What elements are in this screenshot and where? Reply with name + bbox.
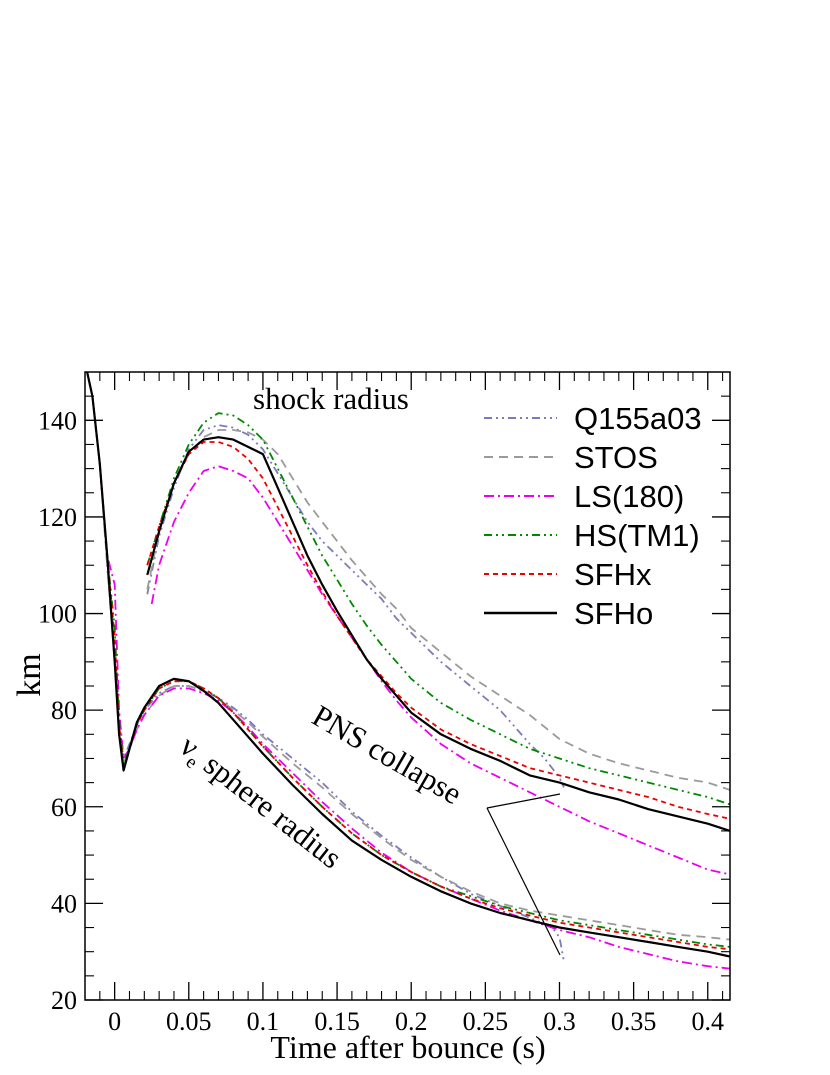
curves-layer — [85, 372, 730, 970]
legend-label: LS(180) — [574, 479, 684, 514]
y-tick-label: 80 — [51, 696, 77, 725]
x-tick-label: 0.1 — [247, 1007, 280, 1036]
legend-label: SFHx — [574, 557, 652, 592]
series-1-nu-line — [86, 372, 730, 941]
y-tick-label: 40 — [51, 889, 77, 918]
y-tick-label: 20 — [51, 986, 77, 1015]
pns-pointer-upper — [486, 793, 561, 809]
legend-label: HS(TM1) — [574, 518, 700, 553]
series-1-shock-line — [146, 429, 730, 791]
x-tick-label: 0.25 — [463, 1007, 509, 1036]
y-tick-label: 120 — [38, 503, 77, 532]
y-tick-label: 100 — [38, 600, 77, 629]
x-tick-label: 0.35 — [611, 1007, 657, 1036]
x-tick-label: 0.05 — [166, 1007, 212, 1036]
x-tick-label: 0 — [108, 1007, 121, 1036]
x-axis-label: Time after bounce (s) — [270, 1029, 545, 1065]
legend: Q155a03 STOS LS(180) HS(TM1) SFHx SFHo — [484, 401, 702, 631]
series-4-nu-line — [86, 372, 730, 951]
series-5-nu-line — [85, 372, 730, 958]
legend-label: Q155a03 — [574, 401, 702, 436]
series-2-nu-line — [86, 372, 730, 970]
series-3-shock-line — [146, 412, 730, 806]
plot-frame — [84, 371, 731, 1001]
legend-label: SFHo — [574, 596, 653, 631]
legend-label: STOS — [574, 440, 658, 475]
series-0-shock-line — [146, 424, 565, 788]
y-tick-label: 60 — [51, 793, 77, 822]
pns-pointer-lower — [486, 807, 561, 956]
series-5-shock-line — [146, 436, 730, 832]
y-axis-label: km — [11, 653, 48, 696]
y-tick-label: 140 — [38, 406, 77, 435]
x-tick-label: 0.3 — [543, 1007, 576, 1036]
x-tick-label: 0.4 — [692, 1007, 725, 1036]
shock-radius-annotation: shock radius — [253, 381, 409, 416]
x-tick-label: 0.15 — [314, 1007, 360, 1036]
axis-ticks: 0 0.05 0.1 0.15 0.2 0.25 0.3 0.35 0.4 20 40 60 80 100… — [38, 372, 730, 1036]
x-tick-label: 0.2 — [395, 1007, 428, 1036]
